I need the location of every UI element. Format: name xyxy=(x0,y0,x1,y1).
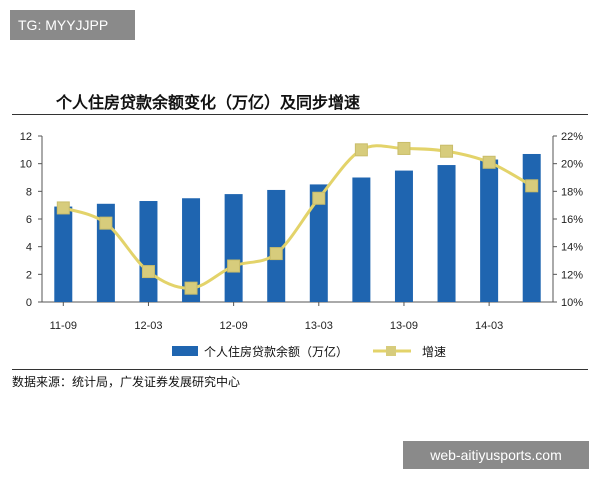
left-tick-label: 6 xyxy=(26,214,32,226)
right-tick-label: 12% xyxy=(561,269,583,281)
growth-point xyxy=(354,143,368,157)
footer-badge: web-aitiyusports.com xyxy=(403,441,589,469)
right-tick-label: 22% xyxy=(561,131,583,143)
bar xyxy=(522,153,541,302)
x-tick-label: 12-03 xyxy=(134,320,162,332)
x-tick-label: 12-09 xyxy=(220,320,248,332)
legend-line-marker xyxy=(386,346,396,356)
x-tick-label: 13-03 xyxy=(305,320,333,332)
growth-point xyxy=(525,179,539,193)
title-divider xyxy=(12,114,588,115)
growth-point xyxy=(227,259,241,273)
right-tick-label: 10% xyxy=(561,297,583,309)
right-tick-label: 16% xyxy=(561,214,583,226)
left-tick-label: 8 xyxy=(26,186,32,198)
bar xyxy=(54,206,73,302)
source-note: 数据来源：统计局，广发证券发展研究中心 xyxy=(12,375,241,389)
growth-point xyxy=(440,144,454,158)
left-tick-label: 10 xyxy=(20,159,32,171)
left-tick-label: 0 xyxy=(26,297,32,309)
growth-point xyxy=(312,191,326,205)
legend-bar-label: 个人住房贷款余额（万亿） xyxy=(204,344,348,359)
growth-point xyxy=(99,216,113,230)
bar xyxy=(309,184,328,302)
chart-svg: 0 2 4 6 8 10 12 10% 12% 14% 16% 18% 20% 22% 11-09 12-03… xyxy=(20,131,583,359)
footer-badge-text: web-aitiyusports.com xyxy=(430,447,562,463)
legend-bar-swatch xyxy=(172,346,198,356)
legend-line-label: 增速 xyxy=(422,345,446,359)
bar xyxy=(480,159,499,302)
growth-point xyxy=(141,265,155,279)
source-divider xyxy=(12,369,588,370)
growth-line xyxy=(62,144,533,290)
bar xyxy=(139,201,158,302)
x-tick-label: 13-09 xyxy=(390,320,418,332)
right-tick-label: 18% xyxy=(561,186,583,198)
x-tick-label: 11-09 xyxy=(50,320,77,332)
bar xyxy=(267,189,286,302)
bar xyxy=(352,177,371,302)
left-tick-label: 2 xyxy=(26,269,32,281)
bar xyxy=(394,170,413,302)
watermark-text: TG: MYYJJPP xyxy=(18,17,109,33)
left-tick-label: 4 xyxy=(26,242,32,254)
right-tick-label: 20% xyxy=(561,159,583,171)
right-tick-label: 14% xyxy=(561,242,583,254)
bar xyxy=(182,198,201,302)
bar xyxy=(437,165,456,302)
left-tick-label: 12 xyxy=(20,131,32,143)
growth-point xyxy=(184,281,198,295)
x-tick-label: 14-03 xyxy=(475,320,503,332)
growth-point xyxy=(56,201,70,215)
growth-point xyxy=(397,141,411,155)
growth-point xyxy=(482,155,496,169)
bar xyxy=(224,194,243,302)
watermark-tag: TG: MYYJJPP xyxy=(10,10,135,40)
growth-point xyxy=(269,247,283,261)
chart-title: 个人住房贷款余额变化（万亿）及同步增速 xyxy=(56,93,361,112)
